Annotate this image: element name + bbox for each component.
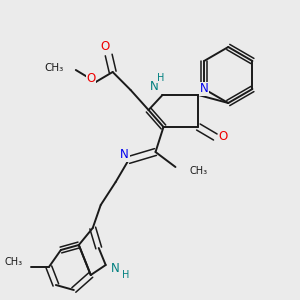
Text: H: H (157, 73, 164, 83)
Text: N: N (120, 148, 129, 161)
Text: N: N (111, 262, 120, 275)
Text: O: O (219, 130, 228, 143)
Text: O: O (100, 40, 109, 52)
Text: CH₃: CH₃ (5, 257, 23, 267)
Text: N: N (150, 80, 159, 94)
Text: O: O (86, 73, 95, 85)
Text: H: H (122, 270, 129, 280)
Text: CH₃: CH₃ (189, 166, 208, 176)
Text: N: N (200, 82, 209, 95)
Text: CH₃: CH₃ (45, 63, 64, 73)
